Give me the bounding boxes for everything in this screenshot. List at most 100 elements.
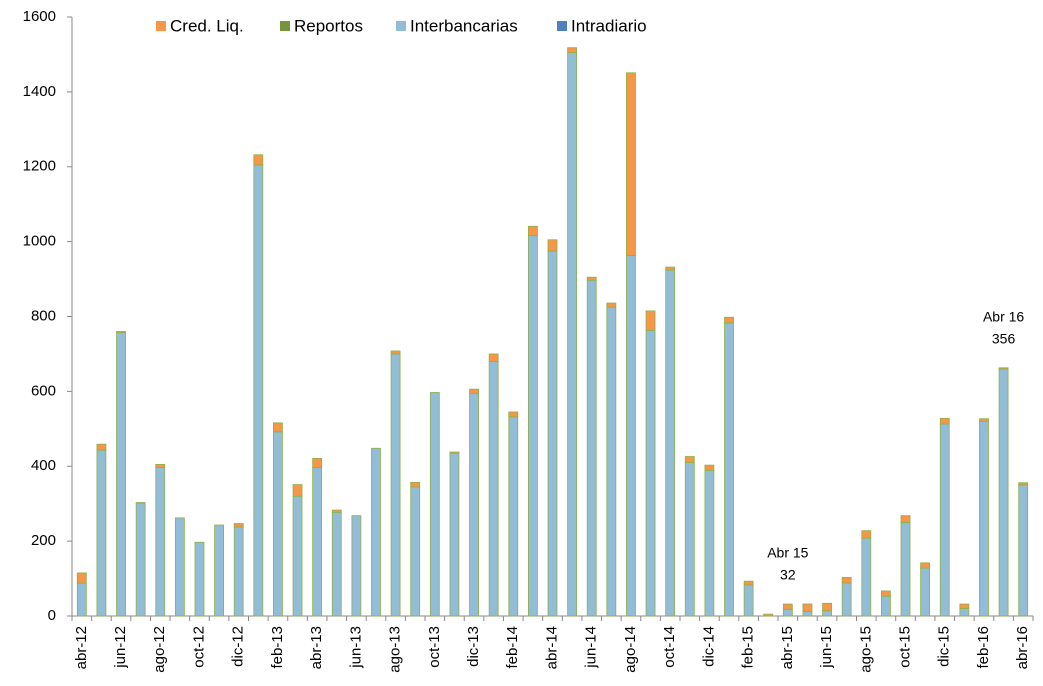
y-tick-label: 1000 [23, 233, 56, 250]
x-tick-label: abr-12 [73, 626, 90, 669]
bar-segment [449, 452, 460, 617]
bar-segment [900, 515, 911, 523]
bar-segment [429, 392, 440, 617]
annotation-value: 356 [992, 330, 1016, 346]
bar-segment [253, 164, 264, 617]
legend-label: Cred. Liq. [170, 16, 244, 35]
bar-segment [390, 353, 401, 617]
legend-swatch [156, 21, 166, 31]
legend-label: Intradiario [571, 16, 647, 35]
bar-segment [979, 418, 989, 422]
y-tick-label: 1400 [23, 83, 56, 100]
bar-segment [920, 567, 931, 617]
bar-segment [449, 451, 460, 454]
bar-segment [802, 603, 813, 612]
bar-segment [116, 332, 126, 617]
bar-segment [135, 502, 146, 617]
x-tick-label: jun-13 [347, 626, 364, 669]
bar-segment [861, 537, 872, 617]
bar-segment [959, 608, 970, 617]
bar-segment [312, 457, 323, 468]
bar-segment [665, 266, 676, 271]
y-tick-label: 600 [31, 382, 56, 399]
bar-segment [508, 411, 519, 418]
annotation-label: Abr 16 [983, 308, 1024, 324]
bar-segment [312, 466, 323, 617]
y-tick-label: 0 [48, 607, 56, 624]
x-tick-label: feb-15 [740, 626, 757, 669]
bar-segment [645, 310, 656, 331]
x-tick-label: feb-14 [504, 626, 521, 669]
y-tick-label: 800 [31, 307, 56, 324]
bar-segment [841, 582, 852, 617]
x-tick-label: oct-13 [426, 626, 443, 668]
bar-segment [782, 603, 793, 610]
bar-segment [586, 276, 597, 281]
bar-segment [194, 541, 205, 617]
bar-segment [841, 577, 852, 584]
bar-segment [508, 416, 519, 617]
x-tick-label: ago-14 [622, 626, 639, 673]
y-tick-label: 1600 [23, 8, 56, 25]
bar-segment [292, 484, 303, 497]
bar-segment [273, 431, 283, 617]
bar-segment [645, 329, 656, 617]
x-tick-label: feb-16 [975, 626, 992, 669]
x-tick-label: jun-15 [818, 626, 835, 669]
x-tick-label: oct-12 [190, 626, 207, 668]
legend-label: Interbancarias [410, 16, 518, 35]
bar-segment [567, 52, 578, 617]
bar-segment [939, 417, 950, 425]
y-tick-label: 400 [31, 457, 56, 474]
x-tick-label: abr-16 [1014, 626, 1031, 669]
bar-segment [724, 316, 734, 324]
bar-segment [998, 368, 1009, 617]
bar-segment [939, 423, 950, 617]
bar-segment [802, 611, 813, 617]
bar-segment [684, 462, 695, 617]
x-tick-label: jun-12 [112, 626, 129, 669]
bar-segment [881, 595, 891, 617]
bar-segment [174, 517, 185, 617]
x-tick-label: dic-14 [700, 626, 717, 667]
bar-segment [331, 509, 342, 513]
x-tick-label: ago-15 [857, 626, 874, 673]
bar-segment [214, 524, 224, 617]
bar-segment [292, 495, 303, 617]
bar-segment [900, 522, 911, 617]
bar-segment [527, 235, 538, 617]
bar-segment [684, 456, 695, 463]
bar-segment [331, 511, 342, 617]
y-tick-label: 1200 [23, 158, 56, 175]
bar-segment [1018, 484, 1029, 617]
bar-segment [273, 422, 283, 433]
x-tick-label: jun-14 [583, 626, 600, 669]
x-tick-label: oct-15 [896, 626, 913, 668]
bar-segment [606, 306, 617, 617]
x-tick-label: feb-13 [269, 626, 286, 669]
bar-segment [76, 582, 87, 617]
legend-label: Reportos [294, 16, 363, 35]
bar-segment [155, 466, 166, 617]
bar-segment [351, 515, 362, 617]
bar-segment [527, 225, 538, 237]
legend-swatch [280, 21, 290, 31]
bar-segment [547, 250, 558, 617]
bar-segment [253, 154, 264, 166]
x-tick-label: ago-13 [387, 626, 404, 673]
bar-segment [743, 584, 754, 617]
legend-swatch [396, 21, 406, 31]
x-tick-label: dic-12 [230, 626, 247, 667]
bar-segment [76, 572, 87, 584]
bar-segment [979, 420, 989, 617]
bar-segment [861, 530, 872, 539]
bar-segment [469, 388, 479, 394]
bar-segment [586, 279, 597, 617]
bar-segment [881, 590, 891, 597]
bar-segment [763, 613, 774, 617]
bar-segment [155, 463, 166, 468]
bar-segment [626, 255, 636, 617]
x-tick-label: dic-13 [465, 626, 482, 667]
bar-segment [743, 580, 754, 586]
